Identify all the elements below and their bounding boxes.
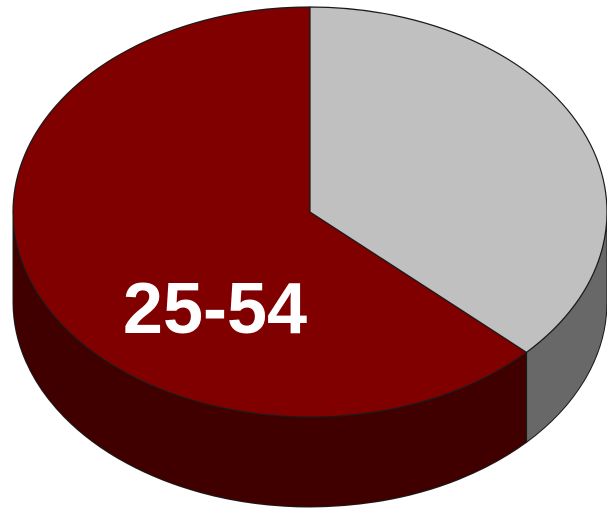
slice-label: 25-54 (123, 269, 307, 349)
pie-labels: 25-54 (123, 269, 307, 349)
pie-tops (12, 6, 607, 418)
pie-slice (12, 6, 528, 418)
pie-slice (309, 6, 607, 354)
